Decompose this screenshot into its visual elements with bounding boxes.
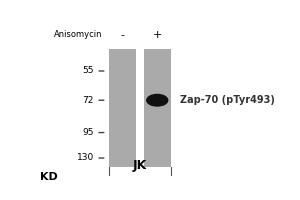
Text: +: + [153,30,162,40]
Text: -: - [120,30,124,40]
Text: 72: 72 [82,96,94,105]
Text: JK: JK [133,159,147,172]
Text: 55: 55 [82,66,94,75]
Text: 95: 95 [82,128,94,137]
Text: KD: KD [40,172,58,182]
Text: 130: 130 [76,153,94,162]
Bar [109,49,136,167]
Text: Anisomycin: Anisomycin [54,30,102,39]
Bar [144,49,171,167]
Ellipse shape [147,94,168,106]
Text: Zap-70 (pTyr493): Zap-70 (pTyr493) [180,95,275,105]
